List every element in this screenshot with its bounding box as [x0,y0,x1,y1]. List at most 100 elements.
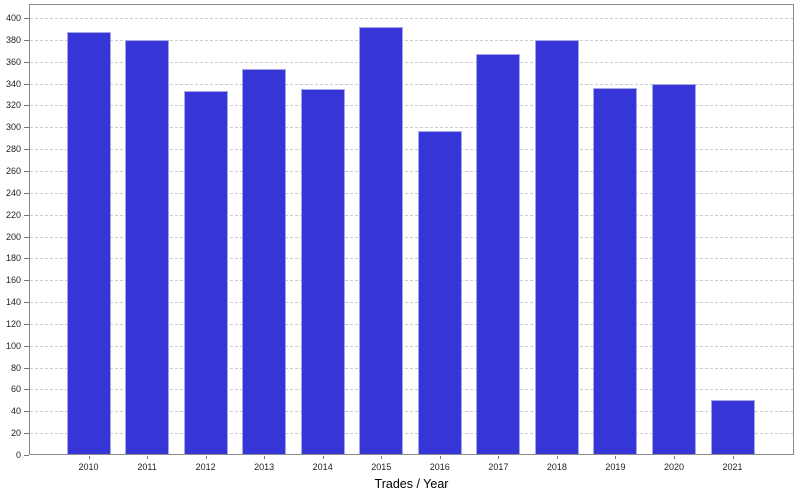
x-tick-2013 [264,456,266,459]
gridline-200 [30,236,793,238]
x-tick-2020 [674,456,675,459]
y-tick-label-0: 0 [15,450,21,460]
y-tick-140 [24,302,29,304]
x-tick-2014 [322,456,324,459]
gridline-280 [30,149,793,151]
x-tick-2015 [381,456,383,459]
x-tick-label-2014: 2014 [312,462,333,472]
x-tick-2018 [556,456,558,459]
y-tick-label-320: 320 [5,100,21,111]
x-tick-label-2010: 2010 [78,462,99,472]
x-axis-title: Trades / Year [374,477,449,491]
gridline-260 [30,170,793,172]
y-tick-label-200: 200 [5,231,21,242]
gridline-220 [30,214,793,216]
y-tick-80 [24,367,29,369]
bar-2020 [652,83,696,455]
gridline-80 [30,367,793,369]
gridline-100 [30,345,793,347]
gridline-300 [30,127,793,129]
y-tick-60 [24,389,29,391]
x-tick-label-2021: 2021 [722,462,743,472]
bar-2021 [710,400,755,455]
y-tick-320 [24,105,29,107]
y-tick-label-400: 400 [5,13,21,23]
gridline-240 [30,192,793,194]
y-tick-360 [24,61,29,63]
y-tick-label-280: 280 [5,144,21,155]
y-tick-380 [24,39,29,41]
bar-2019 [593,87,638,455]
gridline-380 [30,39,793,41]
y-tick-220 [24,214,29,216]
y-tick-340 [24,83,29,85]
x-tick-2011 [147,456,149,459]
x-tick-label-2012: 2012 [195,462,216,472]
y-tick-100 [24,345,29,347]
x-tick-2019 [615,456,617,459]
y-tick-160 [24,280,29,282]
gridline-60 [30,389,793,391]
bar-2017 [476,54,521,455]
bar-2016 [417,130,462,455]
y-tick-280 [24,149,29,151]
y-tick-label-380: 380 [5,34,21,45]
gridline-340 [30,83,793,85]
y-tick-180 [24,258,29,260]
y-tick-label-80: 80 [10,362,21,373]
y-tick-label-340: 340 [5,78,21,89]
y-tick-label-40: 40 [10,406,21,417]
y-tick-label-120: 120 [5,318,21,329]
y-tick-120 [24,323,29,325]
x-tick-2012 [205,456,207,459]
bar-2012 [183,91,228,455]
x-tick-label-2011: 2011 [137,462,157,472]
y-tick-label-180: 180 [5,253,21,264]
x-tick-label-2013: 2013 [254,462,275,472]
y-tick-label-360: 360 [5,56,21,67]
gridline-320 [30,105,793,107]
y-tick-label-20: 20 [10,428,21,439]
bar-2010 [66,32,111,455]
y-tick-20 [24,433,29,435]
x-tick-label-2015: 2015 [371,462,392,472]
gridline-180 [30,258,793,260]
x-tick-label-2017: 2017 [488,462,509,472]
y-tick-label-300: 300 [5,122,21,133]
bar-2018 [534,39,579,455]
gridline-400 [30,18,793,19]
y-tick-label-240: 240 [5,187,21,198]
x-tick-2017 [498,456,500,459]
y-tick-label-100: 100 [5,340,21,351]
x-tick-label-2020: 2020 [663,462,685,472]
gridline-360 [30,61,793,63]
y-tick-260 [24,170,29,172]
x-tick-2016 [439,456,441,459]
bar-2011 [125,39,170,455]
y-tick-300 [24,127,29,129]
y-tick-label-60: 60 [10,384,21,395]
x-tick-label-2019: 2019 [605,462,626,472]
y-tick-400 [24,18,29,19]
y-tick-label-260: 260 [5,165,21,176]
y-tick-label-160: 160 [5,275,21,286]
y-tick-0 [24,455,29,456]
gridline-160 [30,280,793,282]
y-tick-label-220: 220 [5,209,21,220]
bar-2013 [242,69,287,455]
bar-2015 [359,26,404,455]
y-tick-label-140: 140 [5,297,21,308]
gridline-140 [30,302,793,304]
y-tick-200 [24,236,29,238]
gridline-120 [30,323,793,325]
x-tick-2021 [732,456,734,459]
gridline-40 [30,411,793,413]
x-tick-label-2018: 2018 [546,462,567,472]
x-tick-2010 [88,456,90,459]
x-tick-label-2016: 2016 [429,462,450,472]
gridline-20 [30,433,793,435]
bar-2014 [300,89,345,455]
y-tick-240 [24,192,29,194]
y-tick-40 [24,411,29,413]
